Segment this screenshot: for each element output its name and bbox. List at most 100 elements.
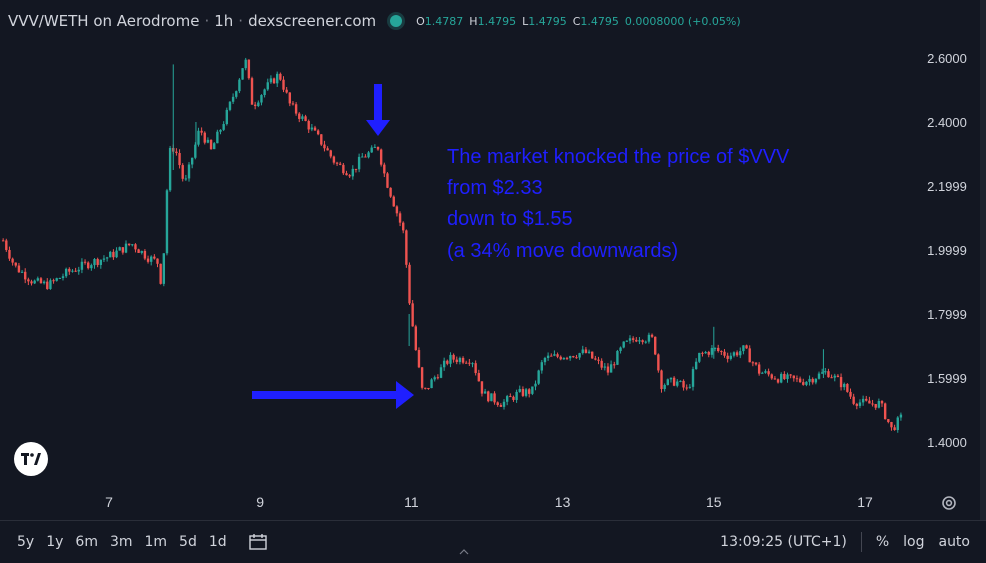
- candle-body: [165, 190, 169, 254]
- candle-body: [433, 377, 436, 380]
- candle-body: [345, 173, 348, 176]
- candle-body: [24, 271, 27, 280]
- candle-body: [802, 382, 805, 385]
- candle-body: [373, 146, 377, 148]
- candle-body: [99, 259, 103, 265]
- candle-body: [817, 373, 821, 379]
- timeframe-button-5y[interactable]: 5y: [17, 534, 35, 550]
- y-tick-label: 2.4000: [927, 115, 967, 130]
- candle-body: [550, 355, 553, 357]
- settings-gear-icon[interactable]: [940, 494, 958, 512]
- candle-body: [663, 384, 666, 390]
- change-value: 0.0008000 (+0.05%): [624, 14, 741, 28]
- candle-body: [253, 104, 257, 107]
- candle-body: [505, 396, 509, 402]
- candle-body: [279, 73, 282, 80]
- candle-body: [496, 402, 499, 406]
- candle-body: [118, 247, 121, 251]
- candle-body: [487, 391, 490, 402]
- timeframe-button-1d[interactable]: 1d: [208, 534, 227, 550]
- candle-body: [266, 82, 269, 90]
- candle-body: [754, 362, 758, 365]
- candle-body: [52, 280, 55, 282]
- candle-body: [304, 116, 307, 121]
- candle-body: [247, 59, 251, 79]
- candle-body: [562, 357, 566, 360]
- candle-body: [235, 91, 238, 97]
- candle-body: [874, 403, 877, 408]
- candle-body: [351, 168, 355, 177]
- candle-body: [68, 268, 71, 272]
- clock-display[interactable]: 13:09:25 (UTC+1): [720, 534, 847, 550]
- candle-body: [871, 403, 874, 405]
- candle-body: [559, 356, 562, 360]
- candle-body: [178, 153, 181, 166]
- candle-body: [364, 156, 367, 158]
- timeframe-button-3m[interactable]: 3m: [109, 534, 133, 550]
- bottom-toolbar: 5y 1y 6m 3m 1m 5d 1d 13:09:25 (UTC+1) % log au…: [0, 520, 986, 563]
- candle-body: [329, 150, 332, 157]
- candle-body: [650, 334, 654, 337]
- candle-body: [688, 386, 692, 388]
- candle-body: [216, 131, 219, 144]
- close-value: 1.4795: [580, 14, 619, 28]
- candle-body: [187, 164, 191, 179]
- candle-body: [833, 375, 836, 378]
- candle-body: [591, 351, 594, 359]
- timeframe-button-6m[interactable]: 6m: [75, 534, 98, 550]
- candle-body: [298, 113, 301, 119]
- candle-body: [465, 362, 468, 364]
- candle-body: [597, 359, 600, 361]
- candle-body: [442, 360, 446, 368]
- panel-resize-handle-icon[interactable]: [458, 546, 470, 558]
- candle-body: [194, 144, 197, 158]
- timeframe-button-5d[interactable]: 5d: [179, 534, 197, 550]
- candle-body: [449, 354, 452, 364]
- open-value: 1.4787: [424, 14, 464, 28]
- log-scale-button[interactable]: log: [903, 534, 925, 550]
- candle-body: [1, 240, 5, 242]
- candle-body: [332, 156, 336, 163]
- candle-body: [156, 258, 159, 264]
- candle-body: [852, 396, 855, 404]
- candle-body: [849, 391, 852, 397]
- candle-body: [291, 103, 295, 105]
- candle-body: [276, 73, 279, 84]
- market-status-icon[interactable]: [390, 15, 403, 27]
- candle-body: [282, 79, 285, 90]
- candle-body: [735, 352, 739, 356]
- candle-body: [742, 345, 745, 352]
- candle-body: [231, 96, 235, 102]
- candle-body: [890, 421, 893, 428]
- candle-body: [383, 164, 386, 174]
- candle-body: [499, 405, 503, 407]
- header-separator: ·: [204, 12, 210, 30]
- candle-body: [159, 263, 162, 284]
- candle-body: [713, 347, 717, 349]
- interval-label[interactable]: 1h: [214, 12, 234, 30]
- candle-body: [439, 367, 443, 378]
- price-chart[interactable]: 2.6000 2.4000 2.1999 1.9999 1.7999 1.5999 1.40…: [0, 0, 986, 520]
- candle-body: [143, 250, 147, 259]
- auto-scale-button[interactable]: auto: [938, 534, 970, 550]
- y-tick-label: 2.1999: [927, 179, 967, 194]
- candle-body: [58, 277, 62, 279]
- percent-scale-button[interactable]: %: [875, 534, 890, 550]
- low-value: 1.4795: [528, 14, 567, 28]
- x-tick-label: 13: [555, 494, 571, 510]
- calendar-range-icon[interactable]: [247, 531, 269, 553]
- candle-body: [748, 348, 751, 363]
- candle-body: [474, 363, 477, 374]
- timeframe-button-1m[interactable]: 1m: [144, 534, 168, 550]
- candle-body: [786, 374, 789, 379]
- candle-body: [493, 393, 496, 403]
- candle-body: [701, 352, 704, 354]
- candle-body: [49, 280, 52, 289]
- candle-body: [339, 163, 342, 165]
- candle-body: [389, 187, 392, 197]
- timeframe-button-1y[interactable]: 1y: [46, 534, 64, 550]
- tradingview-logo-icon[interactable]: [14, 442, 48, 476]
- candle-body: [260, 95, 263, 103]
- candle-body: [213, 143, 216, 150]
